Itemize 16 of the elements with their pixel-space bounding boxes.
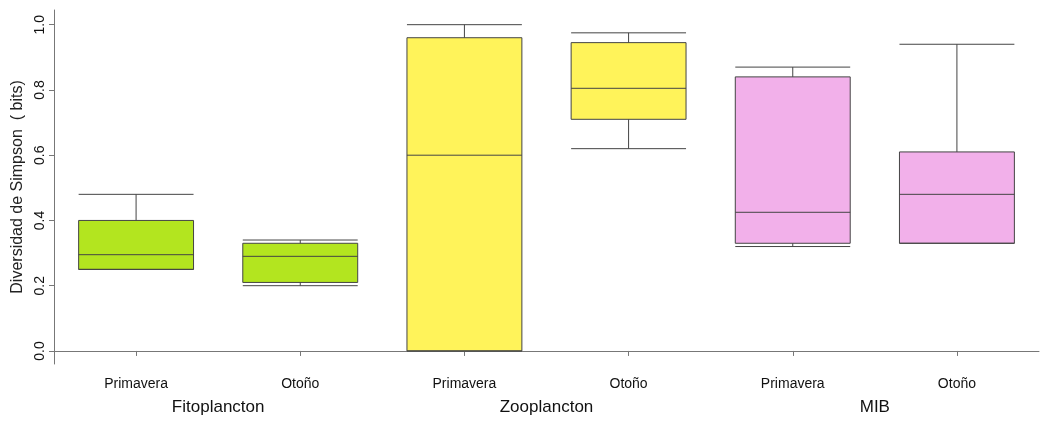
y-tick-label: 0.2: [31, 275, 47, 296]
text: MIB: [859, 397, 890, 416]
text: Fitoplancton: [171, 397, 265, 416]
text: Zooplancton: [499, 397, 594, 416]
x-tick-label: Otoño: [281, 375, 320, 391]
y-tick-label: 0.4: [31, 210, 47, 231]
y-tick-label: 0.6: [31, 145, 47, 165]
x-tick-label: Otoño: [937, 375, 977, 391]
y-tick-label: 0.0: [31, 341, 47, 361]
x-tick-label: Otoño: [609, 375, 648, 391]
x-tick-label: Primavera: [432, 375, 497, 391]
x-tick-label: Primavera: [760, 375, 825, 391]
y-tick-label: 0.8: [31, 79, 47, 100]
y-tick-label: 1.0: [31, 14, 47, 35]
x-tick-label: Primavera: [104, 375, 169, 391]
y-axis-title: Diversidad de Simpson ( bits): [7, 80, 25, 294]
